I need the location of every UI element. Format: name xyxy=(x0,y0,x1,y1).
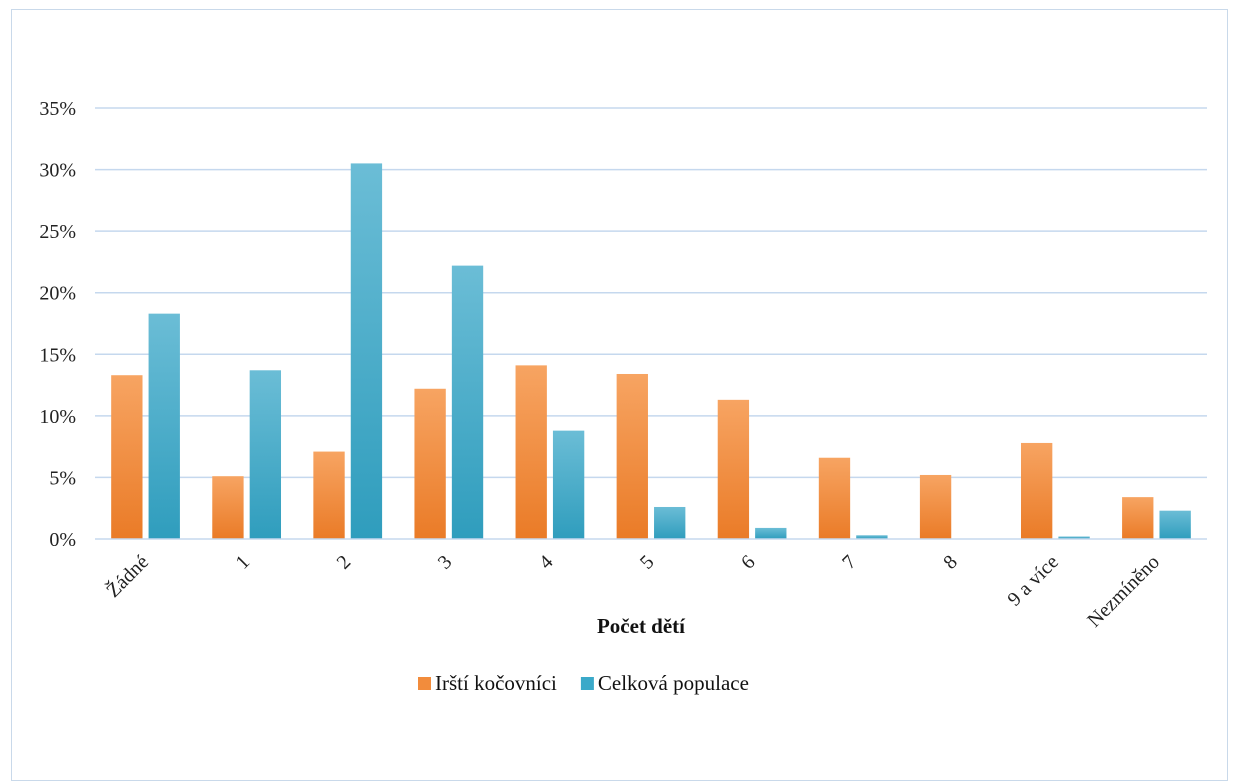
x-tick-label: 9 a více xyxy=(1003,551,1063,611)
bar-series-2 xyxy=(552,430,585,539)
bar-series-2 xyxy=(654,506,686,539)
y-tick-label: 0% xyxy=(49,529,76,551)
legend-label: Celková populace xyxy=(598,671,749,695)
bar-series-2 xyxy=(148,313,180,539)
bar-series-2 xyxy=(350,163,383,539)
x-tick-label: Nezmíněno xyxy=(1083,551,1164,632)
bars xyxy=(111,163,1191,539)
bar-series-1 xyxy=(212,476,244,539)
x-tick-label: 6 xyxy=(737,551,760,574)
legend: Irští kočovníci Celková populace xyxy=(418,671,749,695)
bar-series-1 xyxy=(414,388,446,539)
bar-series-2 xyxy=(1159,510,1191,539)
y-tick-label: 35% xyxy=(39,98,76,120)
bar-series-1 xyxy=(1020,442,1053,539)
x-tick-label: Žádné xyxy=(101,550,153,602)
y-tick-label: 5% xyxy=(49,467,76,489)
bar-series-1 xyxy=(616,373,648,539)
bar-series-2 xyxy=(249,370,282,539)
x-tick-label: 5 xyxy=(636,551,659,574)
legend-label: Irští kočovníci xyxy=(435,671,557,695)
bar-series-2 xyxy=(755,527,787,539)
x-axis-title: Počet dětí xyxy=(597,614,686,638)
y-tick-label: 25% xyxy=(39,221,76,243)
bar-series-1 xyxy=(313,451,345,539)
legend-swatch xyxy=(580,677,594,690)
legend-swatch xyxy=(418,677,431,690)
x-tick-label: 2 xyxy=(333,551,356,574)
y-axis-ticks: 0% 5% 10% 15% 20% 25% 30% 35% xyxy=(39,98,76,551)
bar-series-2 xyxy=(1058,536,1090,539)
bar-series-1 xyxy=(717,399,750,539)
bar-series-1 xyxy=(1122,497,1154,539)
bar-series-1 xyxy=(919,474,952,539)
bar-series-1 xyxy=(818,457,851,539)
x-tick-label: 1 xyxy=(232,551,255,574)
y-tick-label: 15% xyxy=(39,344,76,366)
y-tick-label: 30% xyxy=(39,160,76,182)
bar-series-1 xyxy=(515,365,547,539)
x-tick-label: 8 xyxy=(939,551,962,574)
x-tick-label: 4 xyxy=(535,551,558,574)
y-tick-label: 10% xyxy=(39,406,76,428)
x-tick-label: 7 xyxy=(838,551,861,574)
x-tick-label: 3 xyxy=(434,551,457,574)
y-tick-label: 20% xyxy=(39,283,76,305)
bar-series-2 xyxy=(856,535,888,539)
bar-series-1 xyxy=(111,375,143,539)
bar-series-2 xyxy=(451,265,484,539)
